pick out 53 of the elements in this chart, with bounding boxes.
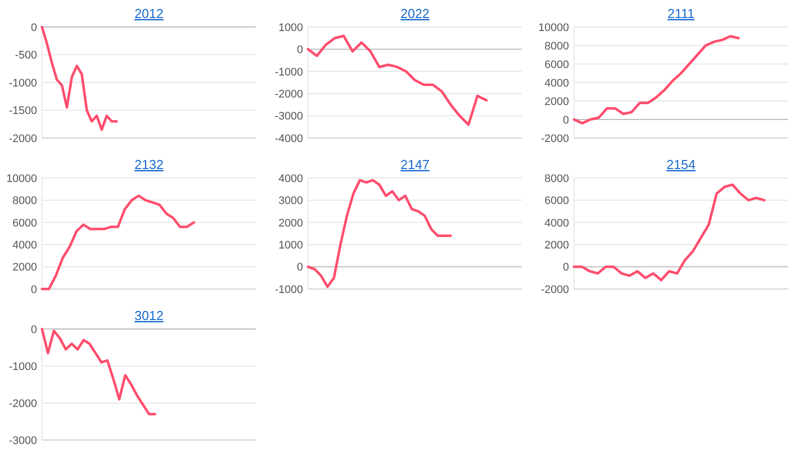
y-tick-label: 6000 [544,195,569,208]
y-tick-label: 4000 [12,239,37,252]
y-tick-label: 0 [562,262,569,274]
y-tick-label: -4000 [274,132,303,145]
y-tick-label: 3000 [278,195,303,208]
y-tick-label: 0 [296,44,303,56]
y-tick-label: 8000 [12,195,37,208]
y-tick-label: -500 [14,50,37,62]
chart-title: 3012 [134,308,164,323]
y-tick-label: 10000 [6,172,37,185]
y-tick-label: 2000 [278,217,303,230]
line-series [40,328,156,416]
line-series [40,194,196,290]
y-tick-label: 0 [30,324,37,336]
y-tick-label: 0 [30,22,37,34]
y-tick-label: -1500 [8,105,37,118]
chart-title: 2147 [400,157,430,172]
chart-title: 2012 [134,6,164,21]
chart-title: 2111 [668,6,694,21]
y-tick-label: 6000 [544,58,569,71]
y-tick-label: -2000 [8,398,37,410]
chart-title: 2132 [134,157,164,172]
y-tick-label: 8000 [544,172,569,185]
y-tick-label: 1000 [278,22,303,34]
y-tick-label: 2000 [544,96,569,108]
y-tick-label: -1000 [274,284,303,296]
y-tick-label: 10000 [538,22,569,34]
y-tick-label: -2000 [274,88,303,100]
line-series [306,34,488,126]
y-tick-label: 0 [30,284,37,296]
y-tick-label: -1000 [274,66,303,78]
y-tick-label: -3000 [8,434,37,447]
y-tick-label: 1000 [278,239,303,252]
y-tick-label: -2000 [540,132,569,145]
y-tick-label: 4000 [544,77,569,90]
y-tick-label: 2000 [12,262,37,274]
y-tick-label: 8000 [544,40,569,52]
chart-title: 2154 [666,157,696,172]
line-series [40,26,118,131]
y-tick-label: -1000 [8,360,37,373]
y-tick-label: -1000 [8,77,37,90]
y-tick-label: 4000 [278,172,303,185]
y-tick-label: -2000 [540,284,569,296]
line-series [572,183,766,282]
y-tick-label: 6000 [12,217,37,230]
y-tick-label: 0 [562,114,569,126]
y-tick-label: -3000 [274,110,303,123]
y-tick-label: -2000 [8,132,37,145]
y-tick-label: 2000 [544,239,569,252]
y-tick-label: 0 [296,262,303,274]
y-tick-label: 4000 [544,217,569,230]
chart-title: 2022 [400,6,430,21]
line-series [572,35,740,124]
